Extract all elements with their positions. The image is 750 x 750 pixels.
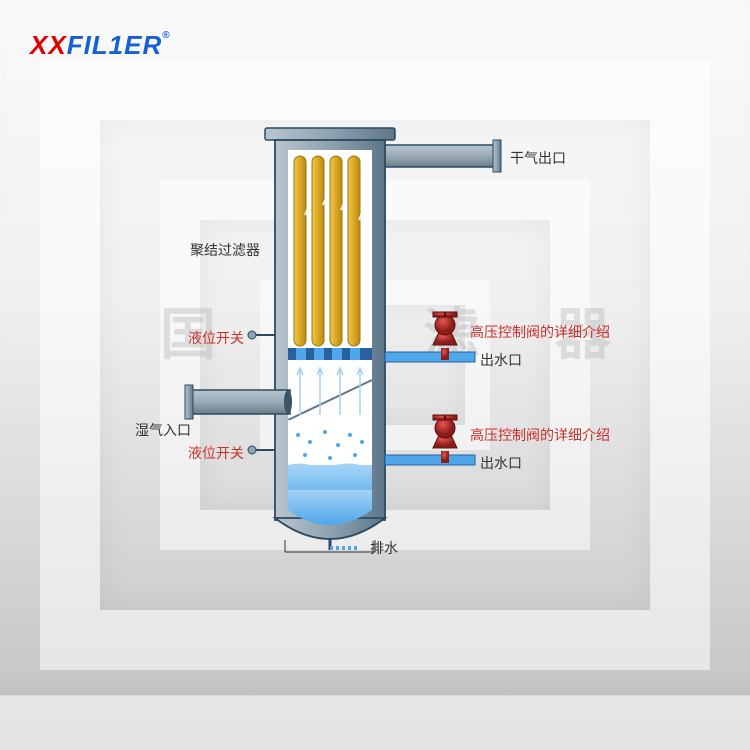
label-wet-gas-in: 湿气入口 <box>135 420 191 440</box>
wet-gas-inlet-pipe <box>190 390 290 414</box>
label-level-switch-2: 液位开关 <box>188 443 244 463</box>
label-dry-gas-out: 干气出口 <box>510 148 566 168</box>
filter-element <box>330 156 342 346</box>
label-water-out-2: 出水口 <box>480 453 522 473</box>
outlet-flange <box>493 140 501 172</box>
label-level-switch-1: 液位开关 <box>188 328 244 348</box>
water-outlet-pipe-1 <box>385 352 475 362</box>
inlet-flange <box>185 385 193 419</box>
top-flange <box>265 128 395 140</box>
label-drain: 排水 <box>370 538 398 558</box>
label-water-out-1: 出水口 <box>480 350 522 370</box>
water-outlet-pipe-2 <box>385 455 475 465</box>
label-valve-desc-1: 高压控制阀的详细介绍 <box>470 322 610 342</box>
logo-prefix: XX <box>30 30 67 60</box>
label-valve-desc-2: 高压控制阀的详细介绍 <box>470 425 610 445</box>
label-coalescing-filter: 聚结过滤器 <box>190 240 260 260</box>
filter-element <box>294 156 306 346</box>
filter-element <box>348 156 360 346</box>
filter-element <box>312 156 324 346</box>
filter-diagram: 干气出口 聚结过滤器 液位开关 湿气入口 液位开关 高压控制阀的详细介绍 出水口… <box>170 120 590 570</box>
logo-suffix: FIL1ER <box>67 30 163 60</box>
dry-gas-outlet-pipe <box>380 145 500 167</box>
logo-reg: ® <box>162 30 170 41</box>
brand-logo: XXFIL1ER® <box>30 30 171 61</box>
